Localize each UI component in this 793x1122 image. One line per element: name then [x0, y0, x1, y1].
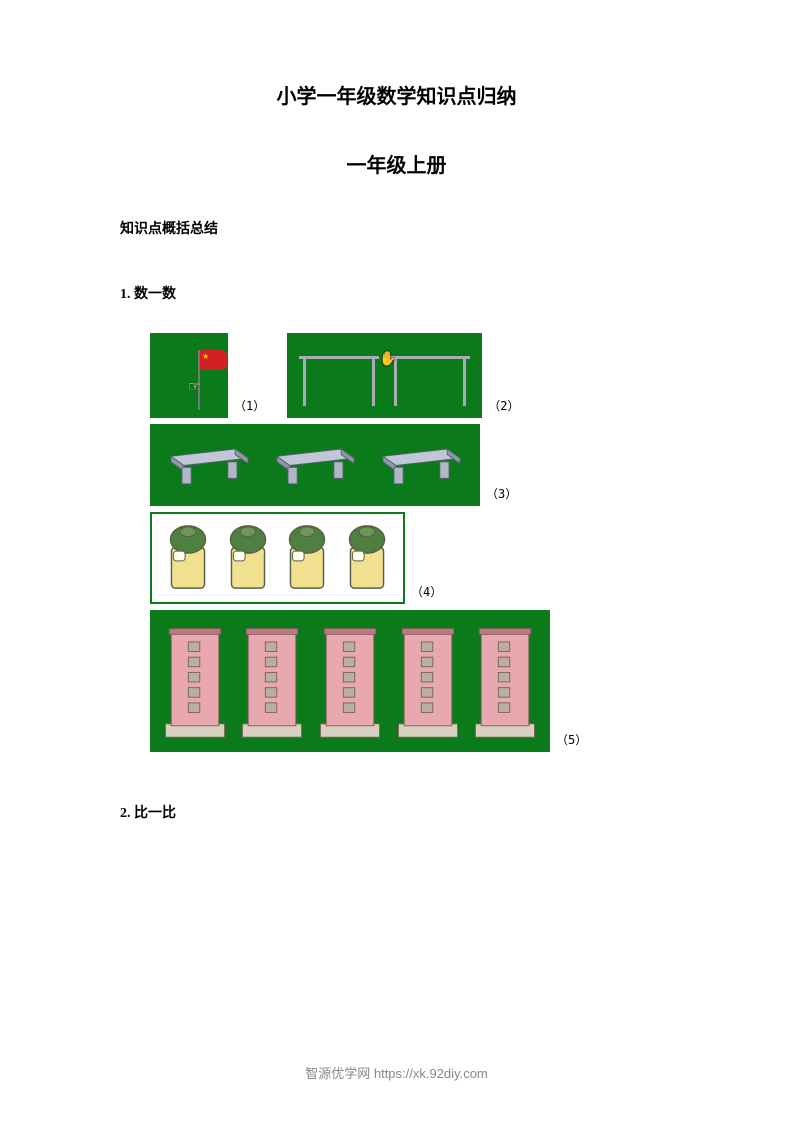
figure-label-3: （3）: [486, 485, 517, 502]
section-header: 知识点概括总结: [120, 218, 673, 238]
building-icon: [394, 621, 462, 741]
building-icon: [238, 621, 306, 741]
figure-label-2: （2）: [488, 397, 519, 414]
bench-icon: [268, 438, 363, 493]
page-footer: 智源优学网 https://xk.92diy.com: [0, 1063, 793, 1082]
page-subtitle: 一年级上册: [120, 149, 673, 178]
trash-bin-icon: [223, 522, 273, 594]
figure-row-1: ★ ☞ （1） ✋ （2）: [150, 333, 673, 418]
panel-horizontal-bars: ✋: [287, 333, 482, 418]
trash-bin-icon: [163, 522, 213, 594]
figure-label-5: （5）: [556, 731, 587, 748]
grab-hand-icon: ✋: [379, 351, 396, 368]
panel-bins: [150, 512, 405, 604]
counting-figures: ★ ☞ （1） ✋ （2）: [150, 333, 673, 752]
figure-row-2: （3）: [150, 424, 673, 506]
page-title: 小学一年级数学知识点归纳: [120, 80, 673, 109]
item-2-heading: 2. 比一比: [120, 802, 673, 822]
building-icon: [316, 621, 384, 741]
figure-row-4: （5）: [150, 610, 673, 752]
trash-bin-icon: [342, 522, 392, 594]
horizontal-bar-icon: [299, 348, 379, 403]
trash-bin-icon: [282, 522, 332, 594]
pointer-hand-icon: ☞: [188, 379, 201, 396]
figure-label-4: （4）: [411, 583, 442, 600]
figure-row-3: （4）: [150, 512, 673, 604]
bench-icon: [374, 438, 469, 493]
panel-benches: [150, 424, 480, 506]
panel-flag: ★ ☞: [150, 333, 228, 418]
horizontal-bar-icon: [390, 348, 470, 403]
building-icon: [471, 621, 539, 741]
item-1-heading: 1. 数一数: [120, 283, 673, 303]
figure-label-1: （1）: [234, 397, 265, 414]
panel-buildings: [150, 610, 550, 752]
building-icon: [161, 621, 229, 741]
bench-icon: [162, 438, 257, 493]
